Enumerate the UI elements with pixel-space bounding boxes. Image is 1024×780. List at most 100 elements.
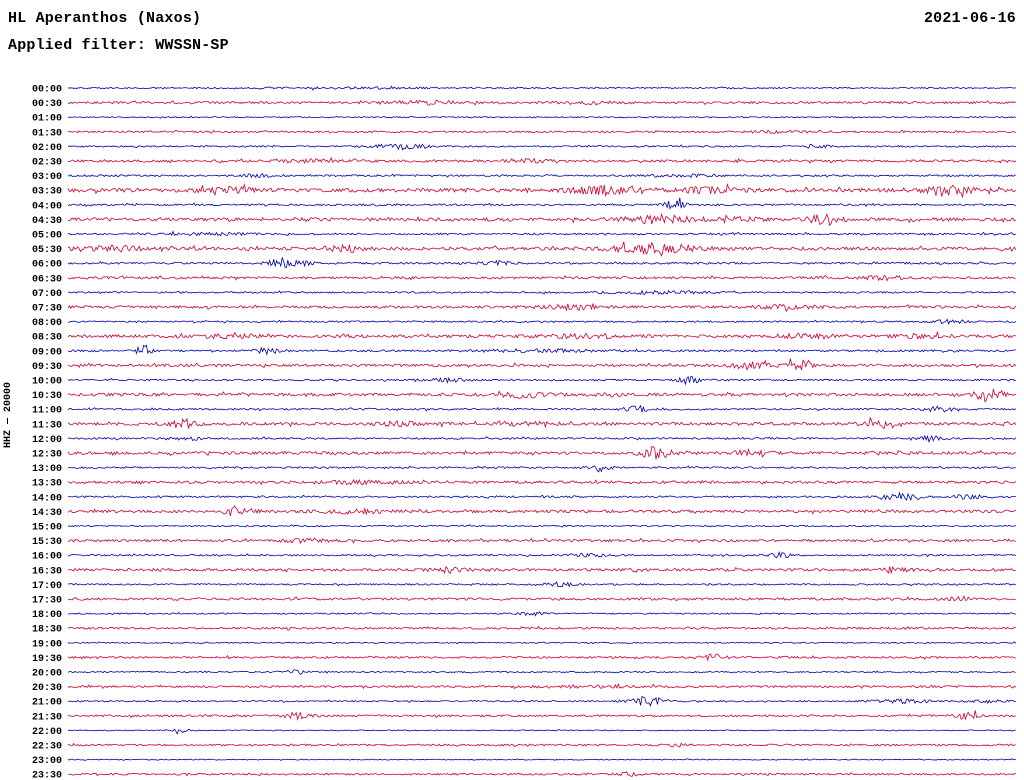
time-label: 12:00: [32, 435, 62, 446]
trace-row: [67, 289, 1016, 295]
time-label: 11:30: [32, 420, 62, 431]
trace-row: [67, 213, 1017, 227]
time-label: 19:30: [32, 654, 62, 665]
time-label: 01:00: [32, 114, 62, 125]
trace-row: [67, 625, 1016, 631]
time-label: 15:00: [32, 523, 62, 534]
time-label: 14:30: [32, 508, 62, 519]
time-label: 21:30: [32, 712, 62, 723]
trace-row: [67, 580, 1017, 588]
time-label: 20:00: [32, 669, 62, 680]
trace-row: [67, 758, 1016, 761]
time-label: 23:30: [32, 771, 62, 780]
time-label: 22:00: [32, 727, 62, 738]
trace-row: [67, 274, 1016, 282]
trace-row: [67, 303, 1017, 312]
trace-row: [67, 446, 1016, 460]
trace-row: [67, 728, 1016, 735]
time-label: 14:00: [32, 493, 62, 504]
time-label: 08:00: [32, 318, 62, 329]
y-axis-label: HHZ — 20000: [3, 382, 14, 448]
trace-row: [67, 505, 1016, 516]
time-label: 03:30: [32, 187, 62, 198]
trace-row: [67, 156, 1017, 165]
time-label: 00:00: [32, 85, 62, 96]
trace-row: [67, 99, 1017, 106]
trace-row: [67, 416, 1017, 430]
time-label: 16:30: [32, 566, 62, 577]
trace-row: [67, 682, 1017, 690]
trace-row: [67, 129, 1016, 135]
header: HL Aperanthos (Naxos) 2021-06-16 Applied…: [0, 10, 1024, 54]
time-label: 06:00: [32, 260, 62, 271]
time-label: 19:00: [32, 639, 62, 650]
date-label: 2021-06-16: [923, 10, 1016, 27]
time-label: 03:00: [32, 172, 62, 183]
time-label: 07:30: [32, 304, 62, 315]
trace-row: [67, 669, 1016, 675]
trace-row: [67, 611, 1016, 617]
trace-row: [67, 491, 1016, 502]
time-label: 08:30: [32, 333, 62, 344]
time-label: 15:30: [32, 537, 62, 548]
time-label: 06:30: [32, 274, 62, 285]
time-label: 01:30: [32, 128, 62, 139]
time-label: 02:30: [32, 158, 62, 169]
trace-row: [67, 695, 1016, 707]
trace-row: [67, 595, 1016, 602]
time-label: 04:30: [32, 216, 62, 227]
time-label: 22:30: [32, 742, 62, 753]
time-label: 20:30: [32, 683, 62, 694]
time-label: 02:00: [32, 143, 62, 154]
time-label: 09:30: [32, 362, 62, 373]
time-label: 10:30: [32, 391, 62, 402]
trace-row: [67, 230, 1016, 237]
time-label: 05:00: [32, 231, 62, 242]
time-label: 18:00: [32, 610, 62, 621]
trace-row: [67, 173, 1016, 179]
trace-row: [67, 388, 1016, 403]
time-label: 21:00: [32, 698, 62, 709]
time-label: 04:00: [32, 201, 62, 212]
trace-row: [67, 550, 1017, 559]
time-label: 13:00: [32, 464, 62, 475]
time-label: 16:00: [32, 552, 62, 563]
trace-row: [67, 653, 1016, 662]
trace-row: [67, 641, 1017, 645]
time-label: 17:00: [32, 581, 62, 592]
seismogram-traces: HHZ — 20000 00:00 00:30 01:00 01:30 02:00 02:…: [3, 85, 1017, 780]
title-row: HL Aperanthos (Naxos) 2021-06-16: [0, 10, 1024, 27]
time-label: 09:00: [32, 347, 62, 358]
trace-row: [67, 197, 1016, 210]
time-label: 12:30: [32, 450, 62, 461]
trace-row: [67, 742, 1016, 748]
trace-row: [67, 183, 1017, 198]
time-label: 23:00: [32, 756, 62, 767]
trace-row: [67, 375, 1017, 386]
trace-row: [67, 465, 1016, 473]
trace-row: [67, 404, 1017, 413]
trace-row: [67, 770, 1016, 777]
station-title: HL Aperanthos (Naxos): [8, 10, 202, 27]
trace-row: [67, 318, 1017, 325]
trace-row: [67, 256, 1017, 268]
trace-row: [67, 434, 1017, 444]
filter-label: Applied filter: WWSSN-SP: [8, 37, 229, 54]
trace-row: [67, 241, 1017, 257]
time-label: 18:30: [32, 625, 62, 636]
trace-row: [67, 358, 1017, 371]
trace-row: [67, 344, 1016, 356]
trace-row: [67, 85, 1016, 91]
time-label: 10:00: [32, 377, 62, 388]
trace-row: [67, 330, 1016, 341]
trace-row: [67, 565, 1016, 575]
trace-row: [67, 143, 1016, 151]
time-label: 13:30: [32, 479, 62, 490]
time-label: 17:30: [32, 596, 62, 607]
time-label: 07:00: [32, 289, 62, 300]
trace-row: [67, 524, 1016, 528]
time-label: 00:30: [32, 99, 62, 110]
trace-row: [67, 478, 1017, 486]
trace-row: [67, 115, 1016, 119]
time-label: 05:30: [32, 245, 62, 256]
